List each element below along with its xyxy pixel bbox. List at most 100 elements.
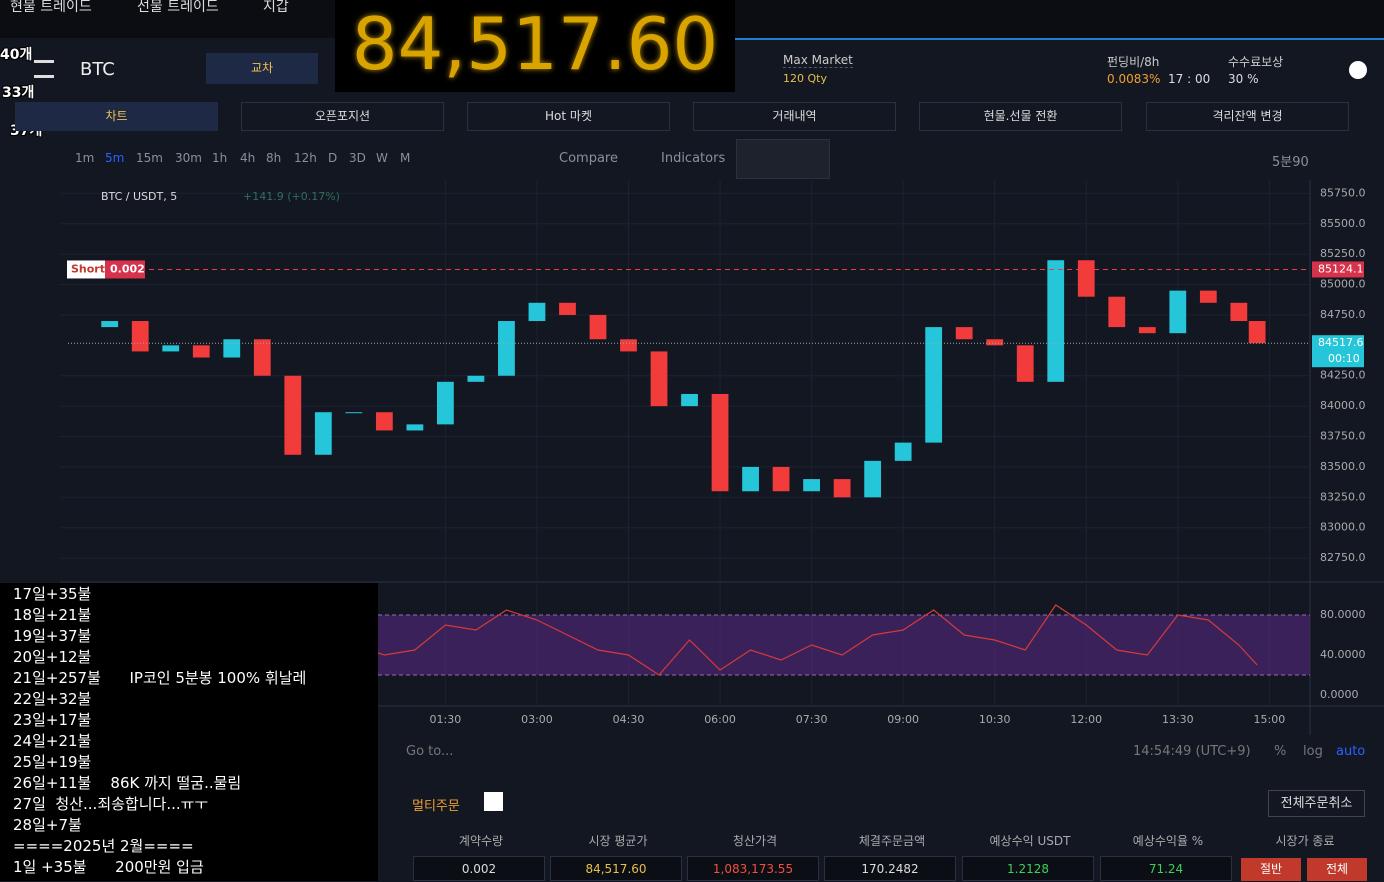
interval[interactable]: 4h	[240, 151, 256, 165]
series-title: BTC / USDT, 5	[101, 190, 177, 203]
interval[interactable]: M	[400, 151, 411, 165]
menu-item[interactable]: 선물 트레이드	[137, 0, 219, 15]
rsi-tick-label: 80.0000	[1320, 608, 1366, 621]
tab[interactable]: 거래내역	[693, 102, 896, 131]
note-line: 25일+19불	[13, 753, 92, 771]
candle	[803, 479, 820, 492]
note-line: 19일+37불	[13, 627, 92, 645]
cross-button[interactable]: 교차	[206, 53, 318, 84]
y-tick-label: 82750.0	[1320, 551, 1366, 564]
menu-icon[interactable]	[34, 60, 54, 78]
interval[interactable]: 3D	[349, 151, 366, 165]
table-header: 예상수익 USDT	[989, 834, 1071, 848]
table-cell: 170.2482	[824, 856, 956, 881]
tab[interactable]: Hot 마켓	[467, 102, 670, 131]
log-toggle[interactable]: log	[1303, 744, 1323, 759]
note-line: 28일+7불	[13, 816, 82, 834]
candle	[223, 339, 241, 358]
indicators[interactable]: Indicators	[661, 151, 726, 166]
candle	[1047, 260, 1065, 382]
interval[interactable]: 1h	[212, 151, 228, 165]
interval[interactable]: 12h	[294, 151, 317, 165]
candle	[620, 339, 637, 352]
note-line: 1일 +35불 200만원 입금	[13, 858, 204, 876]
candle	[101, 321, 119, 328]
candle	[711, 393, 729, 492]
table-button[interactable]: 전체	[1307, 858, 1367, 881]
x-tick-label: 04:30	[613, 713, 645, 726]
chart-setting[interactable]: 5분90	[1272, 155, 1309, 170]
interval[interactable]: D	[328, 151, 338, 165]
interval[interactable]: 5m	[105, 151, 125, 165]
candle	[406, 424, 424, 431]
candle	[1077, 260, 1095, 297]
y-tick-label: 85250.0	[1320, 247, 1366, 260]
x-tick-label: 06:00	[704, 713, 736, 726]
checkbox[interactable]	[484, 792, 503, 811]
menu-item[interactable]: 지갑	[263, 0, 289, 15]
price-tag	[1312, 261, 1364, 278]
tab[interactable]: 격리잔액 변경	[1146, 102, 1349, 131]
candle	[650, 351, 668, 407]
note-line: 21일+257불 IP코인 5분봉 100% 휘날레	[13, 669, 307, 687]
price-tag	[1312, 335, 1364, 368]
overlay-count: 33개	[2, 85, 35, 101]
table-header: 시장가 종료	[1275, 834, 1335, 848]
table-button[interactable]: 절반	[1241, 858, 1301, 881]
interval[interactable]: 1m	[75, 151, 95, 165]
note-line: 27일 청산...죄송합니다...ㅠㅜ	[13, 795, 209, 813]
table-cell: 84,517.60	[550, 856, 682, 881]
interval[interactable]: W	[376, 151, 388, 165]
note-line: 20일+12불	[13, 648, 92, 666]
candle	[1230, 302, 1248, 322]
compare[interactable]: Compare	[559, 151, 618, 166]
table-header: 예상수익율 %	[1132, 834, 1204, 848]
candle	[742, 466, 759, 492]
table-header: 체결주문금액	[858, 834, 926, 848]
funding-label: 펀딩비/8h	[1107, 55, 1160, 69]
cancel-all-button[interactable]: 전체주문취소	[1268, 790, 1365, 817]
percent-toggle[interactable]: %	[1274, 744, 1287, 759]
position-tag	[105, 260, 145, 279]
candle	[864, 460, 882, 498]
note-line: ====2025년 2월====	[13, 837, 194, 855]
overlay-count: 40개	[0, 47, 33, 63]
menu-item[interactable]: 현물 트레이드	[10, 0, 92, 15]
candle	[986, 339, 1004, 346]
tab[interactable]: 오픈포지션	[241, 102, 444, 131]
y-tick-label: 83500.0	[1320, 460, 1366, 473]
tab[interactable]: 차트	[15, 102, 218, 131]
x-tick-label: 13:30	[1162, 713, 1194, 726]
table-cell: 1.2128	[962, 856, 1094, 881]
candle	[894, 442, 912, 461]
y-tick-label: 84000.0	[1320, 399, 1366, 412]
tab[interactable]: 현물.선물 전환	[919, 102, 1122, 131]
note-line: 23일+17불	[13, 711, 92, 729]
y-tick-label: 83250.0	[1320, 490, 1366, 503]
top-line	[735, 38, 1384, 40]
candle	[467, 375, 485, 382]
interval[interactable]: 15m	[136, 151, 163, 165]
candle	[559, 302, 576, 315]
candle	[131, 321, 149, 352]
x-tick-label: 15:00	[1254, 713, 1286, 726]
x-tick-label: 12:00	[1070, 713, 1102, 726]
y-tick-label: 83000.0	[1320, 521, 1366, 534]
auto-toggle[interactable]: auto	[1336, 744, 1366, 759]
interval[interactable]: 30m	[175, 151, 202, 165]
countdown: 00:10	[1328, 352, 1360, 365]
goto[interactable]: Go to...	[406, 744, 454, 759]
y-tick-label: 83750.0	[1320, 430, 1366, 443]
position-side: Short	[71, 262, 105, 275]
note-line: 22일+32불	[13, 690, 92, 708]
drawing-toolbar[interactable]	[736, 139, 830, 179]
candle	[528, 302, 546, 322]
candle	[498, 321, 515, 376]
close-button[interactable]	[1349, 61, 1367, 79]
note-line: 17일+35불	[13, 585, 92, 603]
interval[interactable]: 8h	[266, 151, 282, 165]
candle	[314, 412, 332, 455]
position-tag	[67, 260, 105, 279]
funding-countdown: 17 : 00	[1168, 72, 1211, 86]
x-tick-label: 07:30	[796, 713, 828, 726]
